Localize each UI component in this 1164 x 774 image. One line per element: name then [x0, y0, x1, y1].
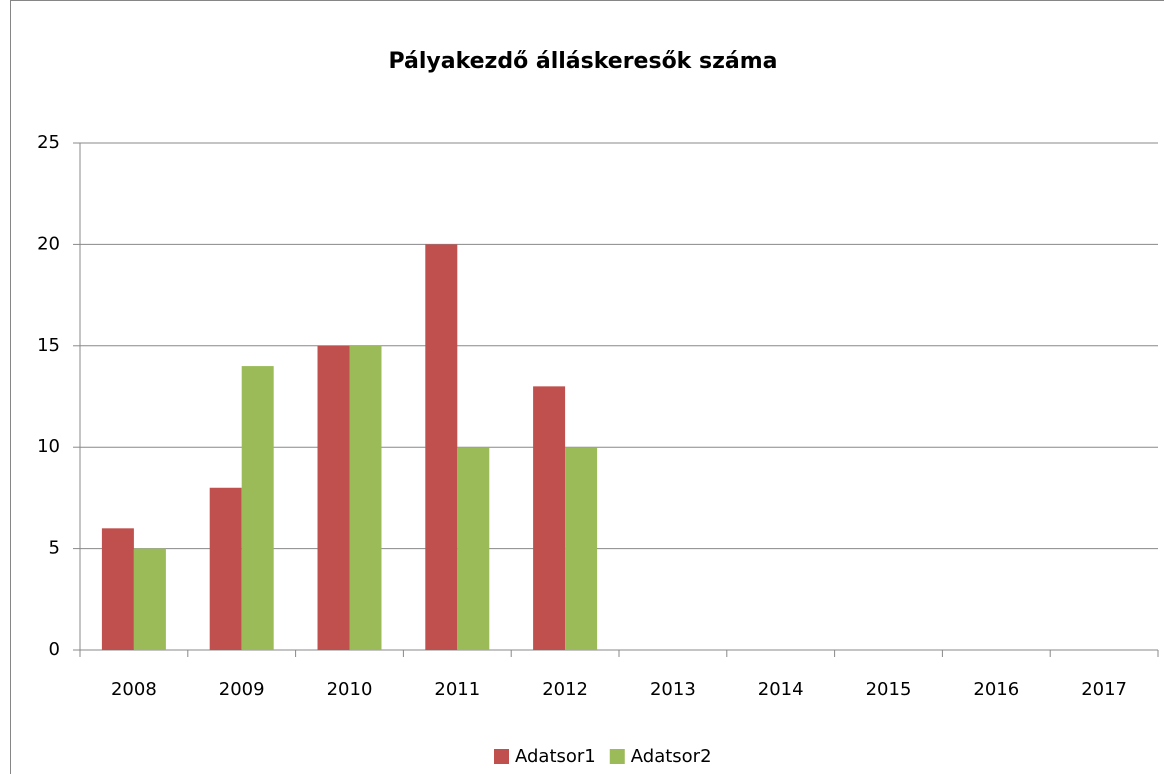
bar [457, 447, 490, 650]
bar [425, 244, 458, 650]
y-tick-label: 10 [37, 436, 60, 457]
x-tick-label: 2009 [219, 679, 265, 700]
bar [317, 345, 350, 650]
x-tick-label: 2011 [434, 679, 480, 700]
x-tick-label: 2008 [111, 679, 157, 700]
legend-label: Adatsor1 [515, 746, 596, 767]
x-tick-label: 2014 [758, 679, 804, 700]
bar [133, 548, 166, 650]
bar [565, 447, 598, 650]
y-tick-label: 15 [37, 335, 60, 356]
y-tick-label: 25 [37, 132, 60, 153]
x-tick-label: 2017 [1081, 679, 1127, 700]
y-tick-label: 5 [49, 538, 60, 559]
x-tick-label: 2016 [973, 679, 1019, 700]
bar [209, 487, 242, 650]
bar [349, 345, 382, 650]
x-tick-label: 2015 [866, 679, 912, 700]
y-tick-label: 20 [37, 233, 60, 254]
x-tick-label: 2013 [650, 679, 696, 700]
bar [533, 386, 566, 650]
x-tick-label: 2012 [542, 679, 588, 700]
x-tick-label: 2010 [327, 679, 373, 700]
legend-swatch [609, 749, 625, 764]
y-tick-label: 0 [49, 639, 60, 660]
bar [101, 528, 134, 650]
bar [241, 366, 274, 650]
chart-title: Pályakezdő álláskeresők száma [388, 49, 777, 74]
legend-label: Adatsor2 [631, 746, 712, 767]
legend-swatch [494, 749, 509, 764]
